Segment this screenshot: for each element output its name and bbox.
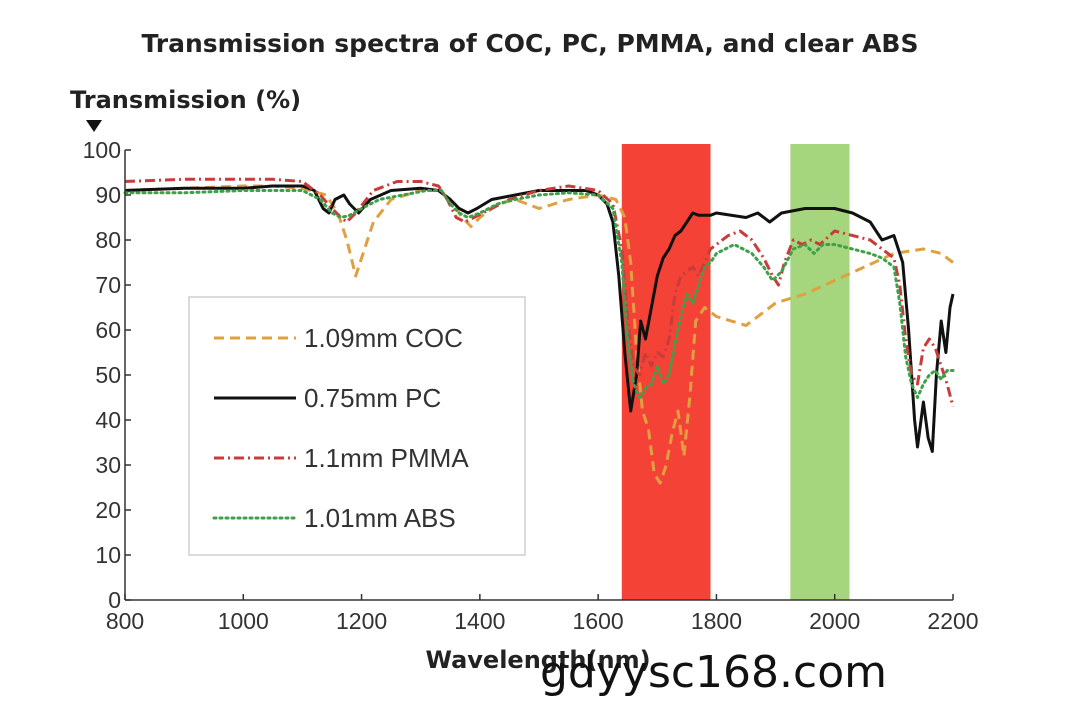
y-tick-label: 0 [108, 587, 121, 613]
x-tick-label: 1200 [336, 608, 387, 634]
legend-label: 0.75mm PC [304, 383, 441, 413]
y-tick-label: 20 [95, 497, 121, 523]
series-line-2 [124, 184, 955, 453]
series-line-1 [124, 184, 954, 485]
chart-title: Transmission spectra of COC, PC, PMMA, a… [141, 29, 918, 58]
series-line-4 [123, 189, 955, 399]
x-axis-label: Wavelength(nm) [425, 646, 650, 674]
y-tick-label: 10 [95, 542, 121, 568]
y-tick-label: 40 [95, 407, 121, 433]
series-layer [123, 177, 955, 485]
legend-label: 1.01mm ABS [304, 503, 456, 533]
highlight-bands [621, 144, 850, 600]
legend-box [188, 296, 526, 556]
legend: 1.09mm COC 0.75mm PC 1.1mm PMMA 1.01mm ABS [188, 296, 526, 556]
y-tick-label: 70 [95, 272, 121, 298]
y-axis-label: Transmission (%) [70, 86, 301, 114]
x-tick-label: 2200 [927, 608, 978, 634]
y-axis-arrow-icon [86, 120, 102, 132]
y-tick-label: 60 [95, 317, 121, 343]
y-tick-label: 50 [95, 362, 121, 388]
highlight-band-2 [790, 144, 850, 600]
y-tick-label: 30 [95, 452, 121, 478]
y-tick-label: 90 [95, 182, 121, 208]
x-tick-label: 1600 [573, 608, 624, 634]
x-tick-label: 2000 [809, 608, 860, 634]
x-tick-label: 1000 [218, 608, 269, 634]
legend-label: 1.1mm PMMA [304, 443, 469, 473]
series-line-3 [124, 177, 955, 407]
y-tick-label: 80 [95, 227, 121, 253]
x-tick-label: 1800 [691, 608, 742, 634]
x-tick-label: 1400 [454, 608, 505, 634]
legend-label: 1.09mm COC [304, 323, 463, 353]
highlight-band-1 [621, 144, 711, 600]
watermark-text: gdyysc168.com [540, 647, 887, 698]
axes: 0 10 20 30 40 50 60 70 80 90 100 800 1000 1200 1400 160… [83, 137, 979, 634]
x-tick-label: 800 [106, 608, 144, 634]
y-tick-label: 100 [83, 137, 121, 163]
